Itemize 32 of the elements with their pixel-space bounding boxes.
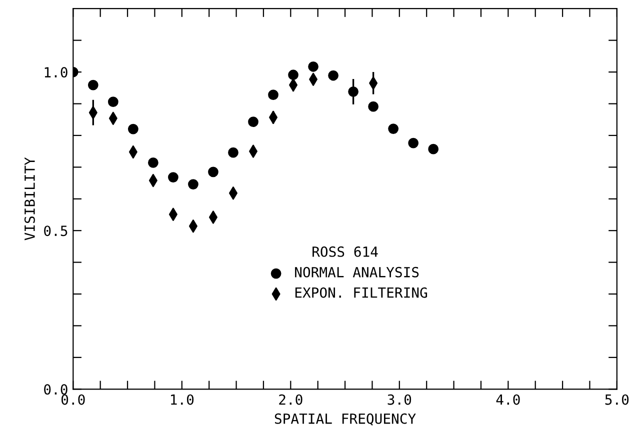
- point: [288, 70, 298, 80]
- point: [248, 116, 258, 128]
- point: [168, 172, 178, 183]
- x-axis-title: SPATIAL FREQUENCY: [274, 413, 416, 426]
- legend-label: NORMAL ANALYSIS: [295, 266, 419, 278]
- x-tick-label: 2.0: [279, 394, 302, 405]
- y-tick-label: 1.0: [44, 67, 68, 78]
- point: [208, 166, 218, 178]
- y-tick-label: 0.5: [44, 226, 68, 236]
- point: [88, 80, 98, 90]
- legend-title: ROSS 614: [312, 246, 378, 257]
- x-tick-label: 5.0: [605, 394, 629, 405]
- legend-label: EXPON. FILTERING: [295, 287, 428, 298]
- x-tick-label: 1.0: [171, 394, 194, 405]
- point: [268, 90, 278, 100]
- point: [128, 124, 138, 134]
- point: [408, 138, 419, 148]
- point: [328, 70, 338, 81]
- point: [188, 179, 198, 190]
- point: [108, 96, 118, 108]
- x-tick-label: 0.0: [62, 394, 85, 405]
- y-tick-label: 0.0: [44, 384, 68, 395]
- point: [148, 158, 158, 168]
- point: [368, 101, 378, 112]
- x-tick-label: 3.0: [388, 394, 412, 405]
- point: [228, 147, 238, 158]
- point: [308, 61, 318, 72]
- y-axis-title: VISIBILITY: [24, 157, 35, 240]
- point: [348, 86, 358, 97]
- x-tick-label: 4.0: [496, 394, 520, 405]
- point: [388, 124, 399, 134]
- point: [428, 144, 439, 154]
